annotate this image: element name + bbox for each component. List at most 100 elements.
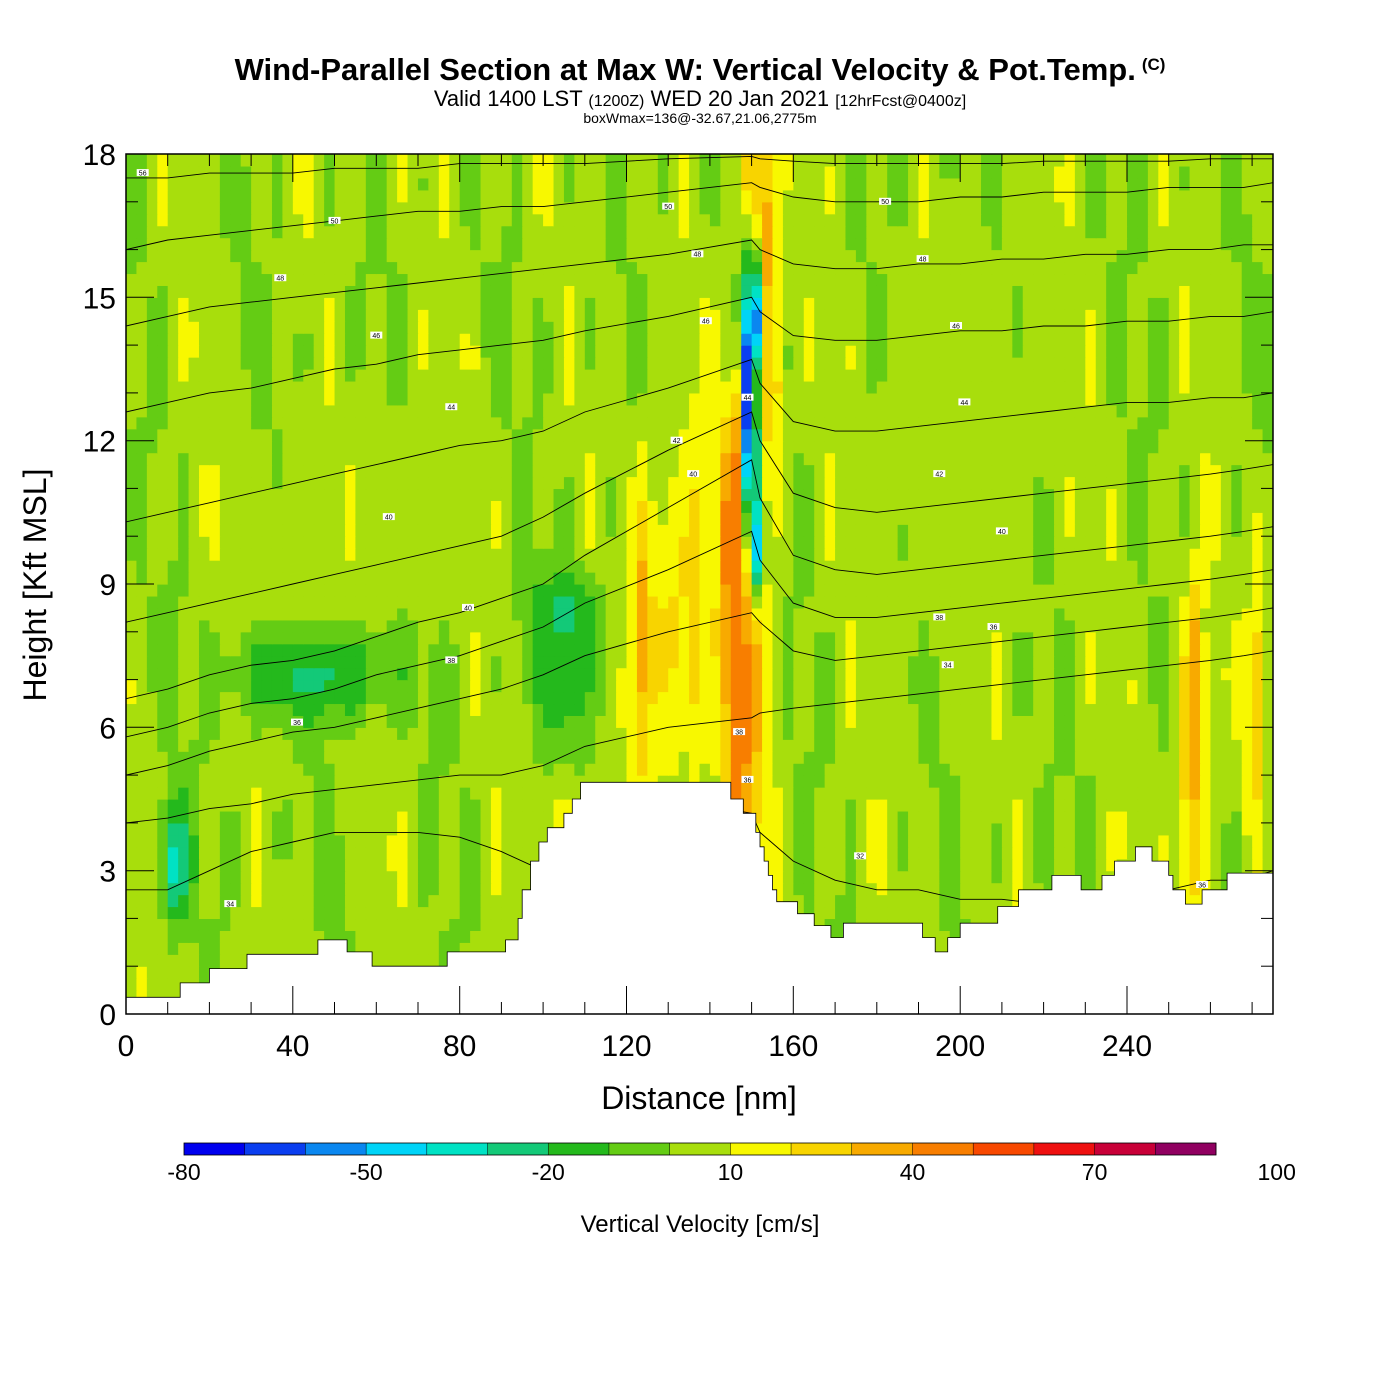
vv-cell	[209, 810, 221, 824]
vv-cell	[574, 655, 586, 669]
vv-cell	[532, 512, 544, 525]
vv-cell	[376, 631, 388, 645]
vv-cell	[324, 727, 336, 740]
vv-cell	[709, 739, 721, 752]
vv-cell	[991, 751, 1003, 764]
vv-cell	[480, 500, 492, 513]
vv-cell	[365, 619, 377, 633]
vv-cell	[417, 631, 429, 645]
vv-cell	[522, 870, 534, 884]
vv-cell	[876, 870, 888, 884]
vv-cell	[1001, 536, 1013, 549]
vv-cell	[1220, 703, 1232, 716]
vv-cell	[376, 810, 388, 824]
vv-cell	[855, 619, 867, 633]
vv-cell	[1022, 572, 1034, 585]
vv-cell	[157, 476, 169, 490]
vv-cell	[146, 858, 158, 872]
vv-cell	[814, 894, 826, 908]
vv-cell	[417, 882, 429, 896]
vv-cell	[282, 631, 294, 645]
vv-cell	[605, 691, 617, 705]
vv-cell	[876, 799, 888, 812]
vv-cell	[334, 715, 346, 728]
vv-cell	[908, 894, 920, 908]
vv-cell	[209, 548, 221, 561]
vv-cell	[292, 930, 304, 943]
vv-cell	[928, 870, 940, 884]
vv-cell	[271, 930, 284, 943]
vv-cell	[1179, 810, 1191, 824]
vv-cell	[167, 655, 179, 669]
vv-cell	[595, 739, 607, 752]
vv-cell	[490, 476, 502, 490]
vv-cell	[1179, 715, 1191, 728]
vv-cell	[1022, 548, 1034, 561]
vv-cell	[1001, 834, 1013, 848]
vv-cell	[365, 727, 377, 740]
vv-cell	[146, 655, 158, 669]
vv-cell	[240, 715, 252, 728]
vv-cell	[230, 619, 242, 633]
vv-cell	[522, 751, 534, 764]
vv-cell	[407, 607, 419, 621]
vv-cell	[167, 858, 179, 872]
vv-cell	[970, 584, 982, 597]
vv-cell	[292, 655, 304, 669]
vv-cell	[386, 739, 398, 752]
vv-cell	[751, 727, 763, 740]
vv-cell	[647, 488, 659, 501]
vv-cell	[146, 619, 158, 633]
vv-cell	[136, 942, 148, 955]
vv-cell	[762, 631, 774, 645]
vv-cell	[981, 548, 993, 561]
vv-cell	[313, 703, 325, 716]
vv-cell	[167, 763, 179, 776]
vv-cell	[782, 584, 794, 597]
vv-cell	[1074, 584, 1086, 597]
vv-cell	[782, 870, 794, 884]
vv-cell	[960, 834, 972, 848]
vv-cell	[282, 858, 294, 872]
vv-cell	[501, 524, 513, 537]
vv-cell	[845, 906, 857, 920]
vv-cell	[751, 488, 763, 501]
vv-cell	[1074, 643, 1086, 657]
vv-cell	[355, 942, 367, 955]
vv-cell	[292, 643, 304, 657]
vv-cell	[376, 918, 388, 931]
vv-cell	[730, 595, 742, 609]
vv-cell	[1095, 703, 1107, 716]
vv-cell	[1179, 703, 1191, 716]
vv-cell	[198, 703, 211, 716]
vv-cell	[855, 595, 867, 609]
vv-cell	[1137, 607, 1149, 621]
vv-cell	[897, 751, 909, 764]
vv-cell	[459, 595, 471, 609]
vv-cell	[428, 751, 440, 764]
vv-cell	[543, 488, 555, 501]
vv-cell	[146, 787, 158, 800]
vv-cell	[1085, 595, 1097, 609]
vv-cell	[324, 906, 336, 920]
vv-cell	[1064, 524, 1076, 537]
vv-cell	[584, 667, 596, 681]
vv-cell	[970, 751, 982, 764]
vv-cell	[230, 846, 242, 860]
vv-cell	[344, 560, 356, 573]
vv-cell	[970, 476, 982, 490]
vv-cell	[970, 667, 982, 681]
vv-cell	[313, 524, 325, 537]
vv-cell	[1106, 572, 1118, 585]
vv-cell	[824, 787, 836, 800]
vv-cell	[1252, 679, 1264, 693]
vv-cell	[355, 464, 367, 478]
vv-cell	[918, 834, 930, 848]
vv-cell	[1127, 834, 1139, 848]
vv-cell	[376, 560, 388, 573]
vv-cell	[970, 775, 982, 788]
vv-cell	[803, 715, 815, 728]
vv-cell	[1043, 870, 1055, 884]
vv-cell	[1168, 787, 1180, 800]
vv-cell	[344, 500, 356, 513]
